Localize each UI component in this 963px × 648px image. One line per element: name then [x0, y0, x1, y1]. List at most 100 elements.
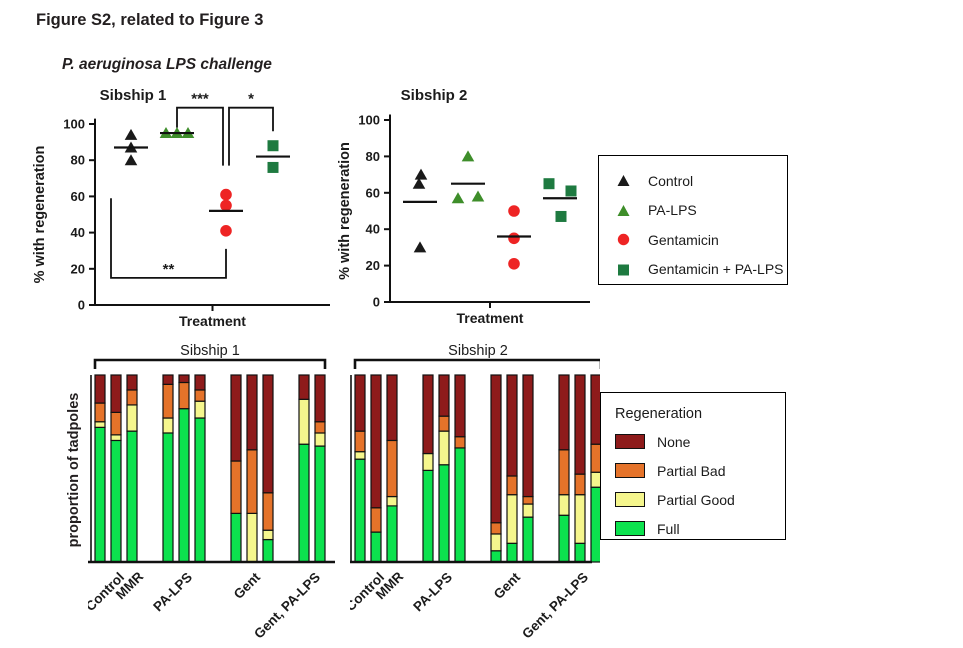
bar-segment-partial_good	[314, 432, 326, 447]
legend-item-partial-bad: Partial Bad	[615, 456, 785, 485]
bar-segment-none	[194, 374, 206, 391]
bar-segment-full	[454, 447, 466, 563]
scatter-point-circle	[508, 205, 520, 217]
bar-segment-full	[386, 505, 398, 563]
bar-segment-none	[354, 374, 366, 432]
figure-title: Figure S2, related to Figure 3	[36, 11, 264, 29]
bar-segment-full	[314, 445, 326, 563]
bar-segment-none	[490, 374, 502, 524]
y-tick-label: 40	[71, 225, 85, 240]
y-tick-label: 20	[366, 258, 380, 273]
bar-segment-none	[126, 374, 138, 391]
bar-segment-full	[558, 514, 570, 563]
bar-segment-partial_good	[262, 529, 274, 541]
scatter-point-triangle	[461, 150, 475, 162]
bar-group-label: ControlMMR	[350, 559, 406, 623]
bar-segment-partial_bad	[246, 449, 258, 514]
none-swatch	[615, 434, 645, 449]
legend-label: PA-LPS	[648, 202, 697, 219]
scatter-point-triangle	[124, 154, 138, 166]
legend-item-pa-lps: PA-LPS	[616, 196, 787, 226]
bar-group-label: Gent	[491, 569, 524, 602]
bar-segment-partial_good	[126, 404, 138, 432]
bar-segment-none	[522, 374, 534, 498]
scatter-point-circle	[508, 257, 520, 270]
scatter-point-square	[555, 210, 567, 222]
bar-segment-partial_bad	[490, 522, 502, 535]
treatment-legend: Control PA-LPS Gentamicin Gentamicin + P…	[598, 155, 788, 285]
bar-group-label: PA-LPS	[150, 570, 195, 615]
bar-segment-partial_good	[574, 494, 586, 544]
scatter-point-circle	[508, 232, 520, 245]
bar-segment-full	[162, 432, 174, 563]
scatter-point-triangle	[412, 177, 426, 189]
bar-segment-partial_bad	[590, 443, 600, 473]
bar-segment-partial_good	[194, 400, 206, 419]
bar-segment-partial_good	[422, 452, 434, 471]
bar-segment-none	[506, 374, 518, 477]
bar-segment-full	[230, 512, 242, 563]
control-triangle-icon	[617, 175, 630, 187]
bar-segment-full	[574, 542, 586, 563]
significance-bracket	[176, 106, 224, 166]
legend-label: Control	[648, 172, 694, 189]
bar-segment-partial_good	[490, 533, 502, 552]
bar-segment-partial_good	[110, 434, 122, 442]
bar-segment-none	[94, 374, 106, 404]
x-axis-label: Treatment	[457, 310, 524, 326]
regeneration-legend: Regeneration None Partial Bad Partial Go…	[600, 392, 786, 540]
bar-segment-partial_bad	[94, 402, 106, 423]
bar-segment-partial_good	[298, 398, 310, 445]
bar-segment-partial_bad	[354, 430, 366, 453]
bar-group-label: PA-LPS	[410, 570, 455, 615]
bar-segment-partial_good	[590, 471, 600, 488]
bar-segment-partial_bad	[574, 473, 586, 496]
y-tick-label: 0	[78, 298, 85, 313]
scatter-point-triangle	[124, 128, 138, 140]
bar-segment-full	[126, 430, 138, 563]
regeneration-legend-title: Regeneration	[615, 406, 703, 422]
y-tick-label: 80	[366, 149, 380, 164]
bar-segment-partial_bad	[230, 460, 242, 514]
bar-segment-partial_bad	[178, 381, 190, 410]
y-tick-label: 0	[373, 295, 380, 310]
bar-segment-full	[490, 550, 502, 563]
scatter-point-square	[565, 185, 577, 197]
legend-item-partial-good: Partial Good	[615, 485, 785, 514]
bar-segment-partial_good	[354, 451, 366, 460]
gent-pa-lps-square-icon	[618, 264, 629, 276]
bar-group-label: Gent, PA-LPS	[519, 570, 591, 642]
bar-segment-full	[298, 443, 310, 563]
scatter-point-square	[267, 161, 279, 173]
bar-segment-none	[438, 374, 450, 417]
bar-segment-none	[370, 374, 382, 509]
bar-segment-full	[110, 439, 122, 563]
bar-segment-partial_good	[558, 494, 570, 516]
bar-segment-none	[246, 374, 258, 451]
legend-label: Full	[657, 520, 680, 537]
bar-segment-none	[230, 374, 242, 462]
bar-segment-partial_good	[386, 495, 398, 507]
bar-segment-none	[298, 374, 310, 400]
bar-group-label: Gent	[231, 569, 264, 602]
bar-group-label: ControlMMR	[88, 559, 146, 623]
bar-segment-none	[386, 374, 398, 442]
challenge-subtitle: P. aeruginosa LPS challenge	[62, 56, 272, 73]
bar-segment-partial_bad	[162, 383, 174, 419]
legend-item-gent-pa-lps: Gentamicin + PA-LPS	[616, 255, 787, 285]
bar-segment-partial_good	[506, 494, 518, 544]
bar-segment-none	[178, 374, 190, 384]
scatter-point-triangle	[413, 241, 427, 253]
pa-lps-triangle-icon	[617, 204, 630, 216]
scatter-plot-sibship1: Sibship 1 0 20 40 60 80 100 Treatment % with reg…	[32, 87, 330, 329]
bar-segment-full	[194, 417, 206, 563]
bar-segment-partial_good	[162, 417, 174, 434]
bar-segment-partial_bad	[194, 389, 206, 402]
bar-segment-none	[110, 374, 122, 414]
bar-segment-full	[506, 542, 518, 563]
bar-segment-full	[522, 516, 534, 563]
scatter-plot-sibship2: Sibship 2 0 20 40 60 80 100 Treatment % with reg…	[337, 87, 590, 326]
y-tick-label: 80	[71, 153, 85, 168]
y-tick-label: 100	[63, 117, 85, 132]
